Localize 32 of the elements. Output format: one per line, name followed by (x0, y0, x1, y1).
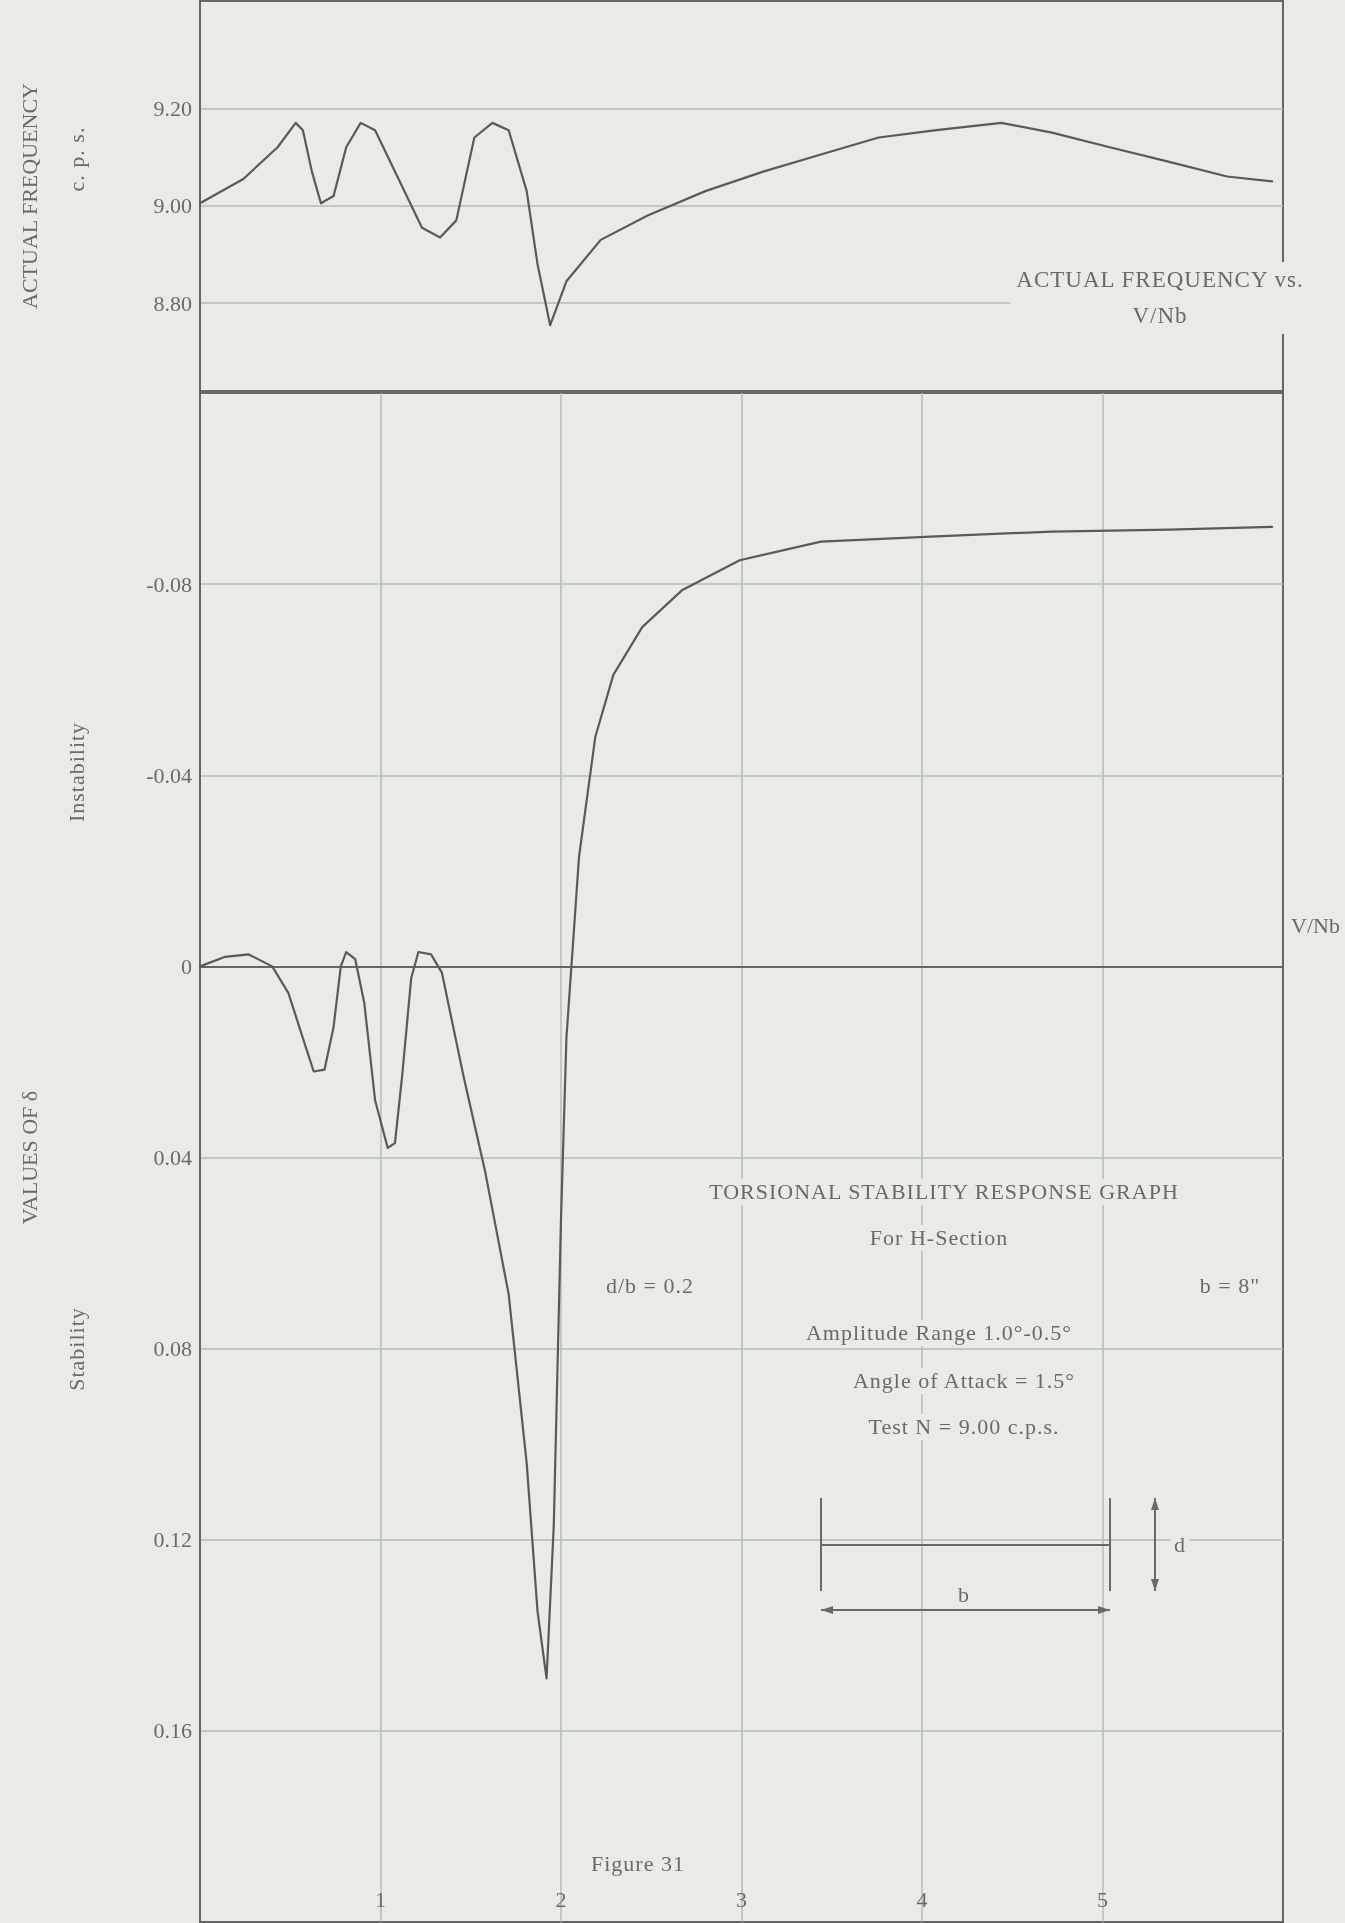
y-tick-label: 8.80 (153, 290, 192, 316)
y-tick-label: 0.12 (153, 1527, 192, 1553)
annotation: Test N = 9.00 c.p.s. (865, 1414, 1063, 1440)
y-axis-title: ACTUAL FREQUENCY (16, 82, 42, 309)
y-tick-label: -0.04 (146, 762, 192, 788)
x-tick-label: 3 (736, 1886, 747, 1912)
y-tick-label: 0 (181, 953, 192, 979)
y-tick-label: -0.08 (146, 571, 192, 597)
annotation: For H-Section (866, 1225, 1012, 1251)
y-tick-label: 0.08 (153, 1336, 192, 1362)
text: ACTUAL FREQUENCY vs. V/Nb (1010, 262, 1310, 334)
y-tick-label: 9.00 (153, 193, 192, 219)
annotation: TORSIONAL STABILITY RESPONSE GRAPH (706, 1179, 1182, 1205)
x-tick-label: 1 (375, 1886, 386, 1912)
text: Instability (64, 718, 90, 826)
annotation: d/b = 0.2 (602, 1273, 698, 1299)
x-tick-label: 2 (555, 1886, 567, 1912)
text: Stability (64, 1304, 90, 1394)
annotation: Amplitude Range 1.0°-0.5° (802, 1320, 1076, 1346)
annotation: Angle of Attack = 1.5° (849, 1368, 1079, 1394)
annotation: b = 8" (1196, 1273, 1264, 1299)
x-tick-label: 5 (1097, 1886, 1108, 1912)
annotation: b (955, 1582, 973, 1608)
x-axis-title: V/Nb (1291, 912, 1340, 938)
annotation: d (1171, 1532, 1189, 1558)
x-tick-label: 4 (916, 1886, 928, 1912)
y-tick-label: 9.20 (153, 95, 192, 121)
y-tick-label: 0.16 (153, 1718, 192, 1744)
y-axis-title: VALUES OF δ (16, 1090, 42, 1225)
y-tick-label: 0.04 (153, 1145, 192, 1170)
annotation: Figure 31 (588, 1851, 688, 1877)
text: c. p. s. (64, 123, 90, 195)
